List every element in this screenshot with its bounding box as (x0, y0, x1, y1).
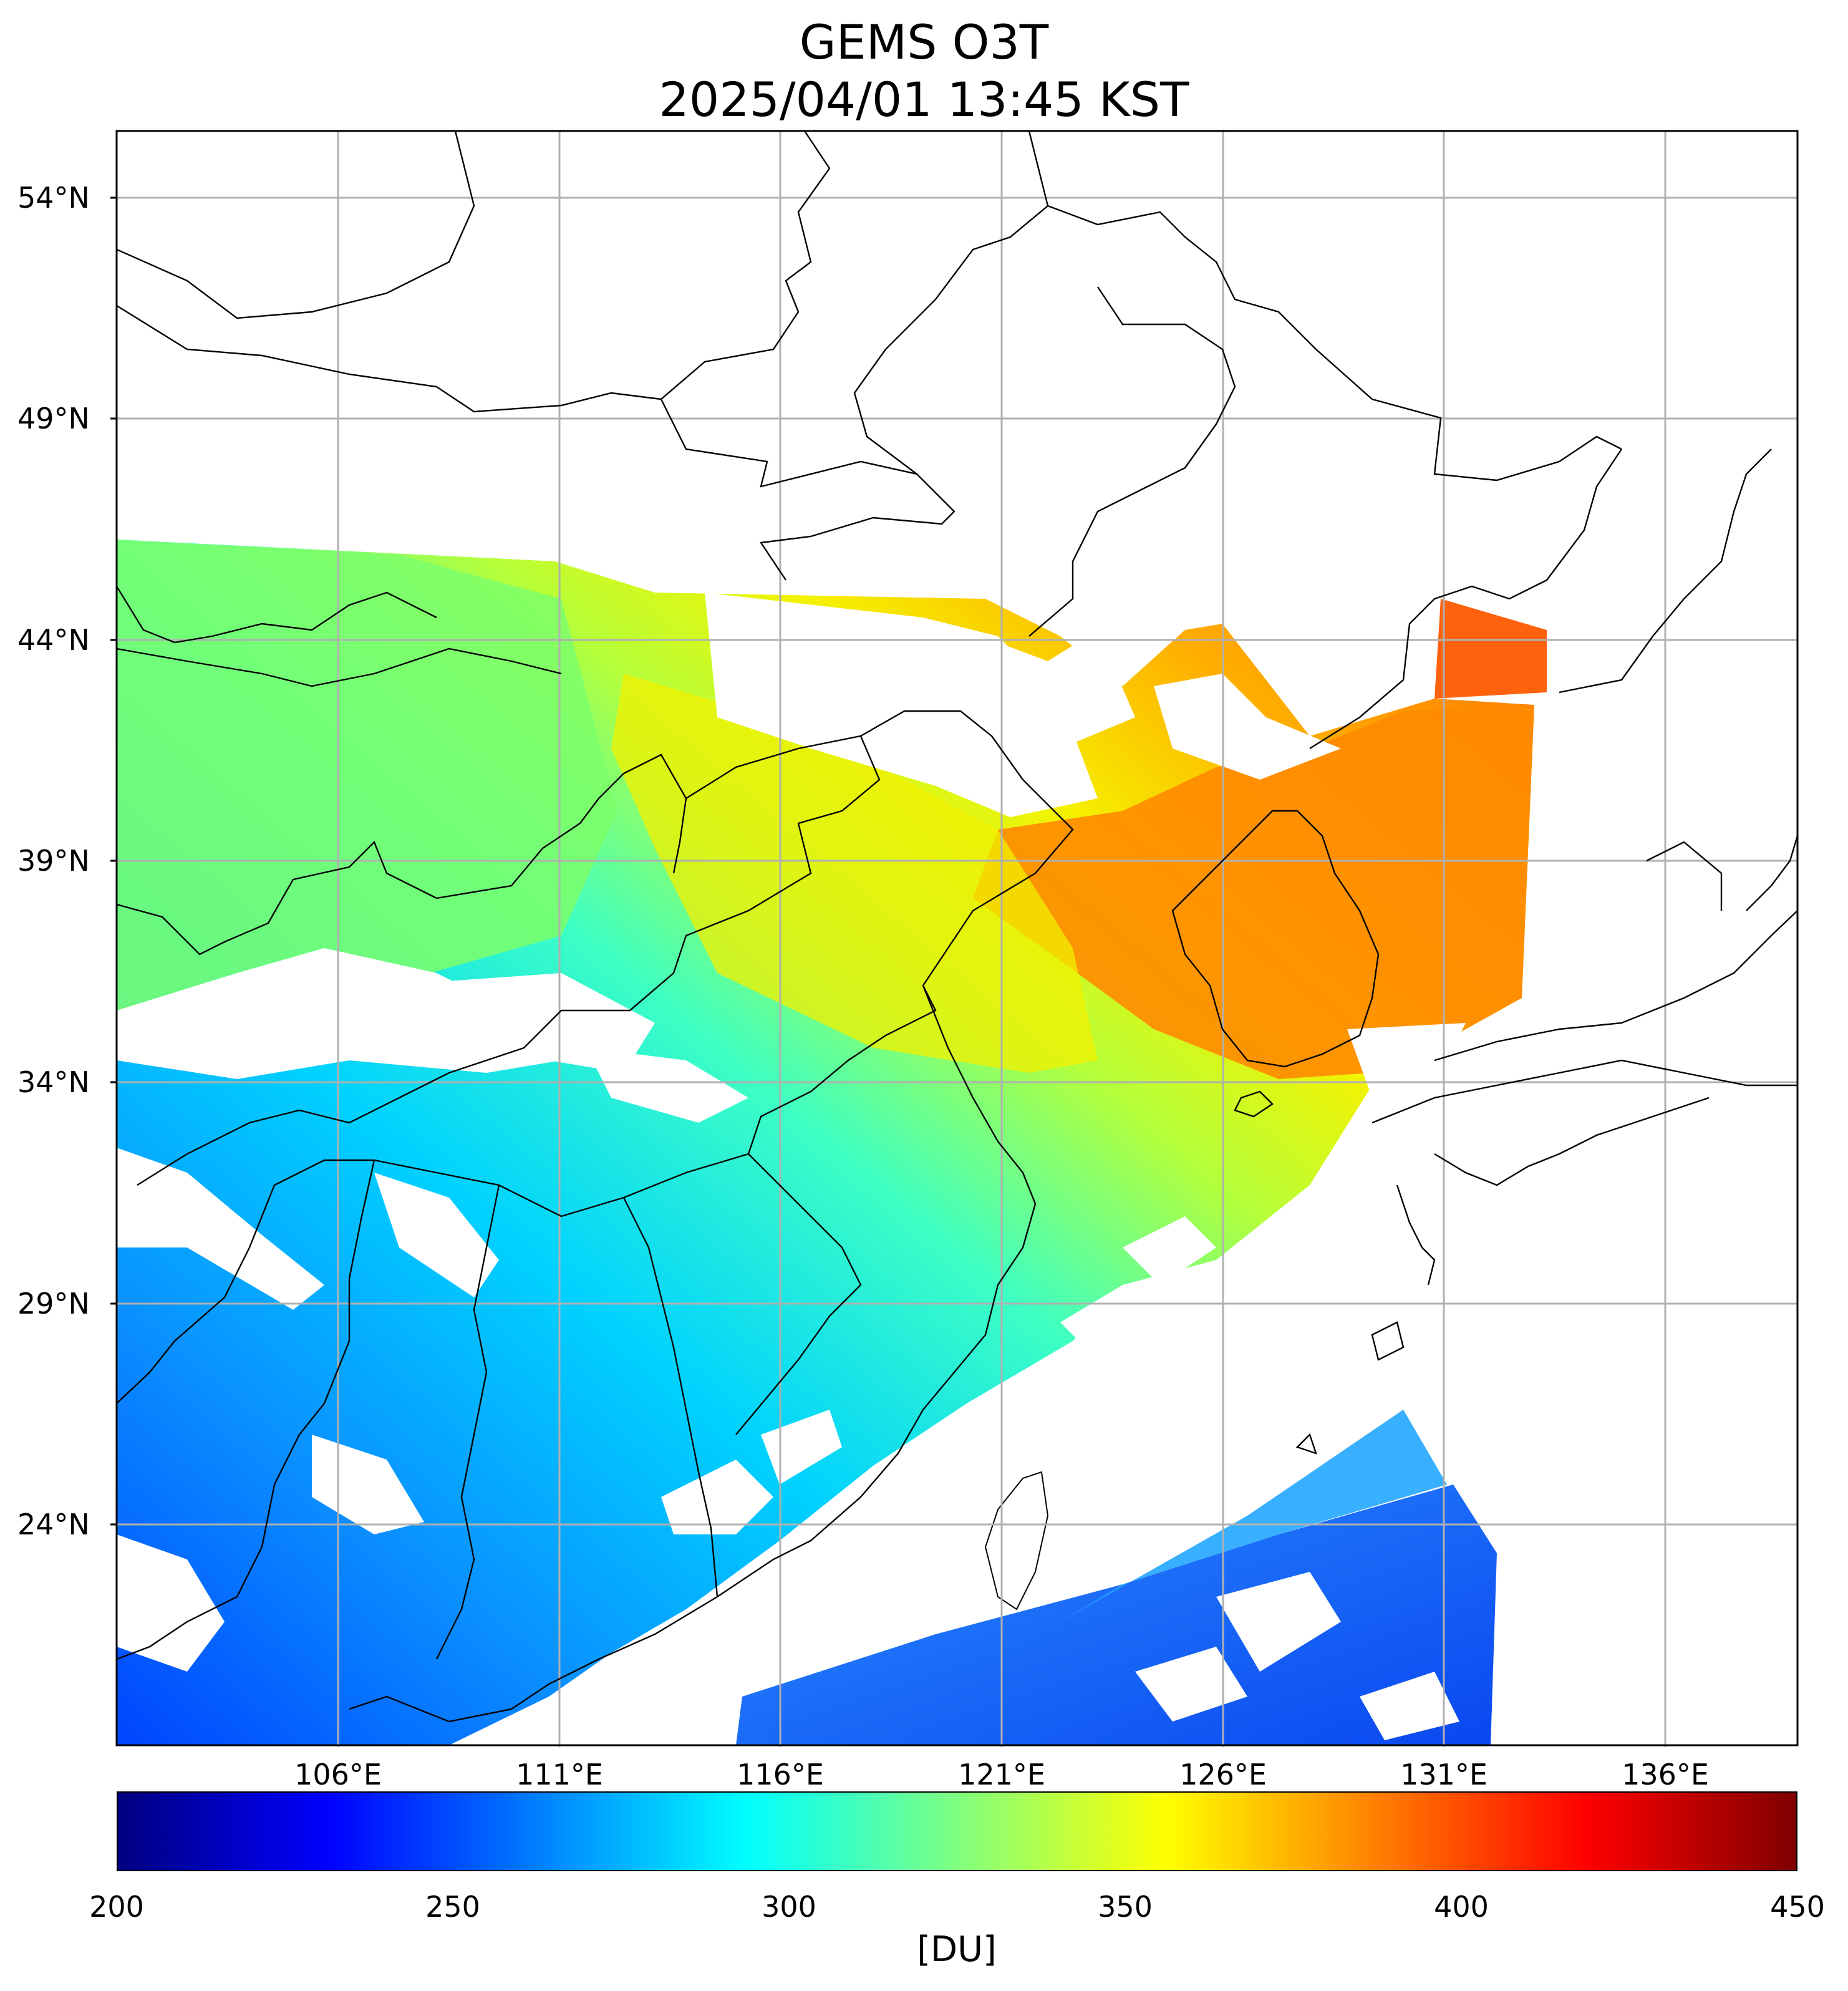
lat-label-54n: 54°N (17, 181, 90, 215)
lon-label-136e: 136°E (1622, 1758, 1709, 1791)
ozone-high-patch (973, 705, 1534, 1079)
colorbar-tick-200: 200 (89, 1890, 144, 1924)
lat-label-34n: 34°N (17, 1065, 90, 1099)
ozone-mid-band (611, 674, 1098, 1073)
lat-label-49n: 49°N (17, 402, 90, 435)
colorbar-tick-400: 400 (1434, 1890, 1489, 1924)
lon-label-116e: 116°E (737, 1758, 824, 1791)
ozone-field (117, 540, 1547, 1745)
lat-label-29n: 29°N (17, 1287, 90, 1320)
border-lines (117, 131, 1797, 1723)
lon-label-121e: 121°E (958, 1758, 1045, 1791)
ozone-ocean-strip-light (1060, 1410, 1447, 1622)
map-title: GEMS O3T (799, 14, 1049, 70)
lon-label-111e: 111°E (516, 1758, 603, 1791)
ozone-swath-west (117, 540, 617, 1023)
map-timestamp: 2025/04/01 13:45 KST (659, 72, 1189, 127)
lat-label-44n: 44°N (17, 623, 90, 657)
lat-label-24n: 24°N (17, 1508, 90, 1541)
lon-label-131e: 131°E (1400, 1758, 1488, 1791)
colorbar-tick-350: 350 (1098, 1890, 1153, 1924)
lat-label-39n: 39°N (17, 844, 90, 878)
taiwan-landmass (984, 1471, 1049, 1611)
colorbar-tick-450: 450 (1770, 1890, 1825, 1924)
ozone-ocean-strip (736, 1485, 1497, 1745)
map-panel (110, 130, 1799, 1746)
colorbar-unit-label: [DU] (917, 1929, 997, 1970)
map-frame (115, 130, 1799, 1746)
tick-marks (110, 196, 1667, 1746)
lon-label-106e: 106°E (294, 1758, 382, 1791)
colorbar-tick-250: 250 (425, 1890, 480, 1924)
lon-label-126e: 126°E (1179, 1758, 1267, 1791)
colorbar-tick-300: 300 (762, 1890, 816, 1924)
colorbar (117, 1791, 1797, 1871)
graticule (117, 131, 1797, 1745)
ozone-high-patch-north (1434, 599, 1547, 699)
